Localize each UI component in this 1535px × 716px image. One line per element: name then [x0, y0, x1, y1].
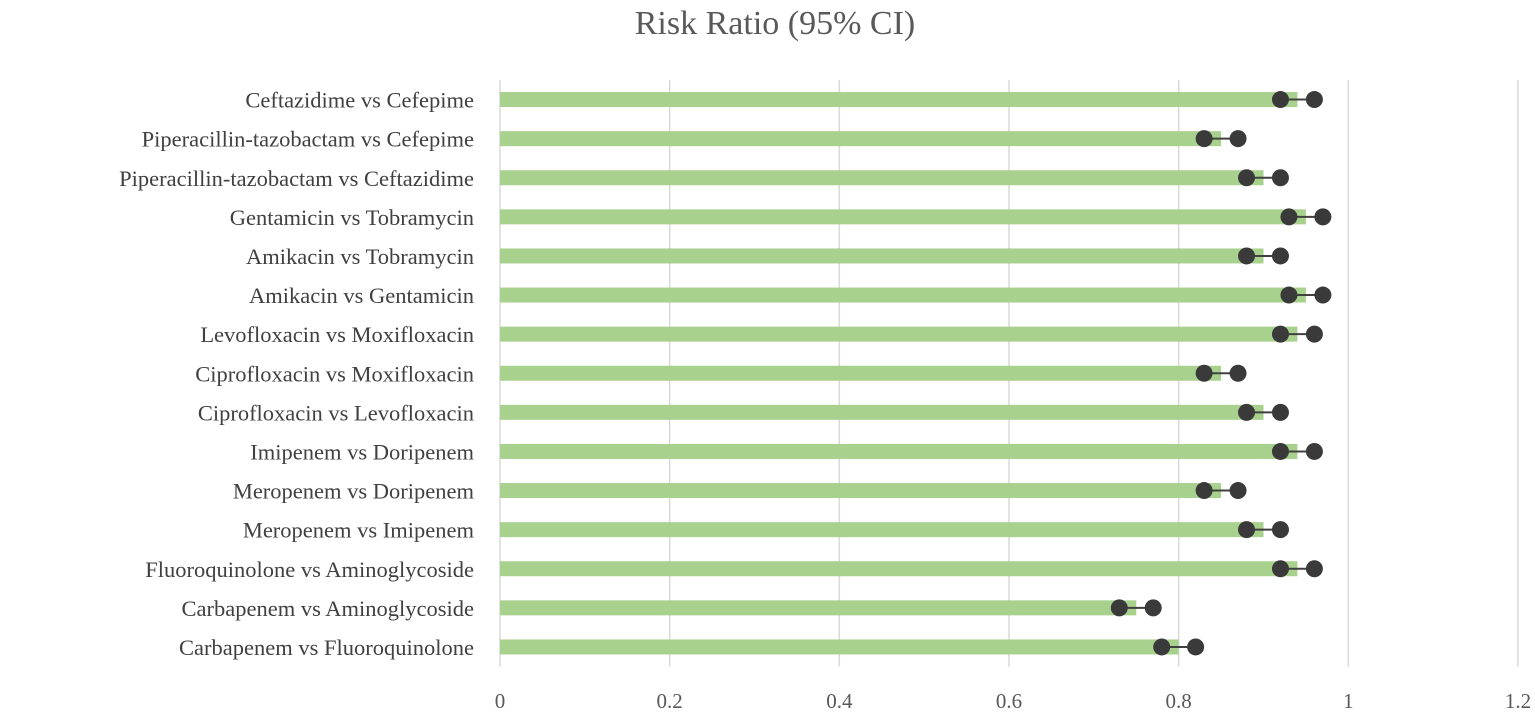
bar [500, 639, 1179, 655]
x-tick-label: 1 [1343, 689, 1354, 713]
ci-upper-point [1229, 482, 1247, 500]
category-label: Gentamicin vs Tobramycin [230, 205, 474, 230]
ci-upper-point [1229, 364, 1247, 382]
ci-lower-point [1280, 286, 1298, 304]
category-label: Amikacin vs Tobramycin [246, 244, 474, 269]
ci-upper-point [1144, 599, 1162, 617]
bar [500, 248, 1264, 264]
bar [500, 287, 1306, 303]
ci-lower-point [1238, 247, 1256, 265]
ci-upper-point [1314, 286, 1332, 304]
bar [500, 483, 1222, 499]
ci-lower-point [1195, 364, 1213, 382]
category-label: Levofloxacin vs Moxifloxacin [200, 322, 474, 347]
bar [500, 365, 1222, 381]
bar [500, 600, 1137, 616]
category-label: Ceftazidime vs Cefepime [245, 88, 474, 113]
category-label: Fluoroquinolone vs Aminoglycoside [145, 557, 474, 582]
confidence-intervals [1110, 91, 1332, 656]
bar [500, 561, 1298, 577]
ci-lower-point [1271, 325, 1289, 343]
bar [500, 170, 1264, 186]
bars [500, 92, 1306, 655]
ci-lower-point [1271, 91, 1289, 109]
ci-lower-point [1271, 442, 1289, 460]
category-labels: Ceftazidime vs Cefepime Piperacillin-tazo… [119, 88, 474, 660]
category-label: Ciprofloxacin vs Levofloxacin [198, 400, 474, 425]
x-tick-label: 0.2 [657, 689, 683, 713]
ci-upper-point [1305, 442, 1323, 460]
bar [500, 443, 1298, 459]
bar [500, 522, 1264, 538]
bar [500, 92, 1298, 108]
x-tick-label: 1.2 [1505, 689, 1531, 713]
x-tick-label: 0.4 [826, 689, 853, 713]
ci-lower-point [1195, 482, 1213, 500]
category-label: Imipenem vs Doripenem [250, 439, 474, 464]
category-label: Amikacin vs Gentamicin [249, 283, 474, 308]
ci-upper-point [1271, 169, 1289, 187]
ci-upper-point [1271, 403, 1289, 421]
ci-upper-point [1305, 325, 1323, 343]
ci-lower-point [1238, 403, 1256, 421]
category-label: Ciprofloxacin vs Moxifloxacin [195, 361, 474, 386]
ci-upper-point [1305, 91, 1323, 109]
ci-upper-point [1229, 130, 1247, 148]
bar [500, 404, 1264, 420]
ci-lower-point [1238, 521, 1256, 539]
ci-lower-point [1280, 208, 1298, 226]
chart-title: Risk Ratio (95% CI) [635, 5, 915, 42]
ci-lower-point [1195, 130, 1213, 148]
ci-lower-point [1238, 169, 1256, 187]
ci-upper-point [1305, 560, 1323, 578]
ci-upper-point [1314, 208, 1332, 226]
ci-lower-point [1153, 638, 1171, 656]
bar [500, 326, 1298, 342]
ci-upper-point [1187, 638, 1205, 656]
bar [500, 209, 1306, 225]
category-label: Meropenem vs Imipenem [243, 518, 475, 543]
category-label: Carbapenem vs Fluoroquinolone [179, 635, 474, 660]
bar [500, 131, 1222, 147]
ci-lower-point [1271, 560, 1289, 578]
category-label: Piperacillin-tazobactam vs Cefepime [142, 127, 474, 152]
ci-upper-point [1271, 521, 1289, 539]
ci-lower-point [1110, 599, 1128, 617]
x-tick-label: 0 [495, 689, 506, 713]
ci-upper-point [1271, 247, 1289, 265]
category-label: Piperacillin-tazobactam vs Ceftazidime [119, 166, 474, 191]
category-label: Meropenem vs Doripenem [233, 479, 475, 504]
category-label: Carbapenem vs Aminoglycoside [182, 596, 474, 621]
x-tick-label: 0.6 [996, 689, 1022, 713]
x-axis-tick-labels: 0 0.2 0.4 0.6 0.8 1 1.2 [495, 689, 1531, 713]
x-tick-label: 0.8 [1166, 689, 1192, 713]
